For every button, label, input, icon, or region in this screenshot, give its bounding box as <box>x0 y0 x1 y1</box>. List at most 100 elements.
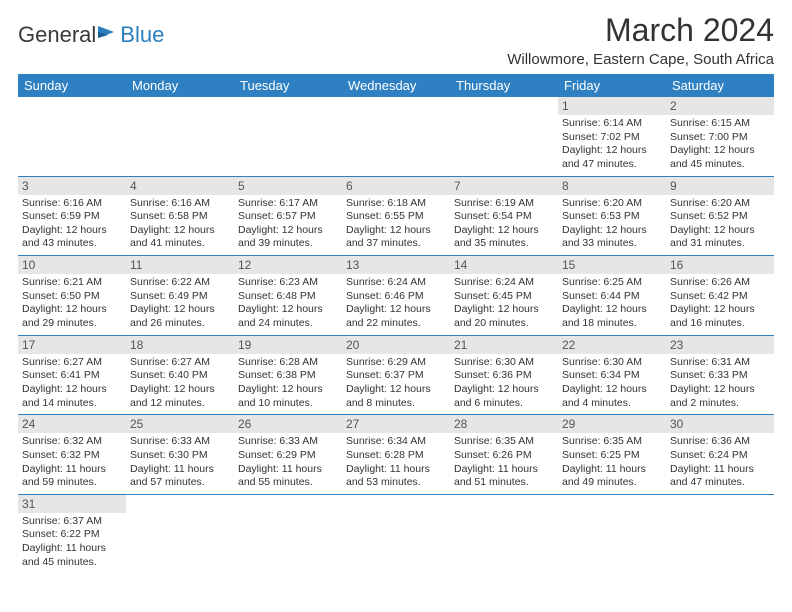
calendar-week: 1Sunrise: 6:14 AMSunset: 7:02 PMDaylight… <box>18 97 774 176</box>
calendar-day: 30Sunrise: 6:36 AMSunset: 6:24 PMDayligh… <box>666 415 774 495</box>
day-header: Thursday <box>450 74 558 97</box>
day-number: 15 <box>558 256 666 274</box>
calendar-day: 10Sunrise: 6:21 AMSunset: 6:50 PMDayligh… <box>18 256 126 336</box>
day-number: 30 <box>666 415 774 433</box>
calendar-week: 31Sunrise: 6:37 AMSunset: 6:22 PMDayligh… <box>18 494 774 573</box>
day-number: 19 <box>234 336 342 354</box>
day-header: Wednesday <box>342 74 450 97</box>
day-header: Sunday <box>18 74 126 97</box>
day-number: 31 <box>18 495 126 513</box>
day-number: 22 <box>558 336 666 354</box>
calendar-day: 29Sunrise: 6:35 AMSunset: 6:25 PMDayligh… <box>558 415 666 495</box>
calendar-day: 4Sunrise: 6:16 AMSunset: 6:58 PMDaylight… <box>126 176 234 256</box>
day-number: 10 <box>18 256 126 274</box>
location: Willowmore, Eastern Cape, South Africa <box>507 51 774 68</box>
calendar-week: 3Sunrise: 6:16 AMSunset: 6:59 PMDaylight… <box>18 176 774 256</box>
day-header-row: SundayMondayTuesdayWednesdayThursdayFrid… <box>18 74 774 97</box>
day-detail: Sunrise: 6:28 AMSunset: 6:38 PMDaylight:… <box>234 354 342 415</box>
day-number: 21 <box>450 336 558 354</box>
logo-text-2: Blue <box>120 22 164 48</box>
day-detail: Sunrise: 6:14 AMSunset: 7:02 PMDaylight:… <box>558 115 666 176</box>
day-detail: Sunrise: 6:25 AMSunset: 6:44 PMDaylight:… <box>558 274 666 335</box>
day-number: 27 <box>342 415 450 433</box>
calendar-day-empty <box>126 97 234 176</box>
day-detail: Sunrise: 6:26 AMSunset: 6:42 PMDaylight:… <box>666 274 774 335</box>
calendar-day-empty <box>342 494 450 573</box>
calendar-day: 5Sunrise: 6:17 AMSunset: 6:57 PMDaylight… <box>234 176 342 256</box>
day-detail: Sunrise: 6:34 AMSunset: 6:28 PMDaylight:… <box>342 433 450 494</box>
calendar-day: 26Sunrise: 6:33 AMSunset: 6:29 PMDayligh… <box>234 415 342 495</box>
day-number: 13 <box>342 256 450 274</box>
calendar-day: 28Sunrise: 6:35 AMSunset: 6:26 PMDayligh… <box>450 415 558 495</box>
day-detail: Sunrise: 6:30 AMSunset: 6:34 PMDaylight:… <box>558 354 666 415</box>
calendar-day-empty <box>342 97 450 176</box>
day-number: 2 <box>666 97 774 115</box>
header: General Blue March 2024 Willowmore, East… <box>18 12 774 68</box>
calendar-day: 16Sunrise: 6:26 AMSunset: 6:42 PMDayligh… <box>666 256 774 336</box>
calendar-day: 2Sunrise: 6:15 AMSunset: 7:00 PMDaylight… <box>666 97 774 176</box>
calendar-day: 22Sunrise: 6:30 AMSunset: 6:34 PMDayligh… <box>558 335 666 415</box>
day-number: 1 <box>558 97 666 115</box>
calendar-day: 25Sunrise: 6:33 AMSunset: 6:30 PMDayligh… <box>126 415 234 495</box>
day-detail: Sunrise: 6:35 AMSunset: 6:26 PMDaylight:… <box>450 433 558 494</box>
day-detail: Sunrise: 6:36 AMSunset: 6:24 PMDaylight:… <box>666 433 774 494</box>
title-block: March 2024 Willowmore, Eastern Cape, Sou… <box>507 12 774 68</box>
calendar-day: 3Sunrise: 6:16 AMSunset: 6:59 PMDaylight… <box>18 176 126 256</box>
calendar-day: 18Sunrise: 6:27 AMSunset: 6:40 PMDayligh… <box>126 335 234 415</box>
calendar-day: 14Sunrise: 6:24 AMSunset: 6:45 PMDayligh… <box>450 256 558 336</box>
day-header: Tuesday <box>234 74 342 97</box>
day-detail: Sunrise: 6:20 AMSunset: 6:52 PMDaylight:… <box>666 195 774 256</box>
day-detail: Sunrise: 6:32 AMSunset: 6:32 PMDaylight:… <box>18 433 126 494</box>
calendar-day: 15Sunrise: 6:25 AMSunset: 6:44 PMDayligh… <box>558 256 666 336</box>
logo: General Blue <box>18 22 164 48</box>
day-number: 11 <box>126 256 234 274</box>
day-number: 17 <box>18 336 126 354</box>
calendar-week: 17Sunrise: 6:27 AMSunset: 6:41 PMDayligh… <box>18 335 774 415</box>
day-detail: Sunrise: 6:23 AMSunset: 6:48 PMDaylight:… <box>234 274 342 335</box>
day-number: 26 <box>234 415 342 433</box>
day-header: Saturday <box>666 74 774 97</box>
calendar-table: SundayMondayTuesdayWednesdayThursdayFrid… <box>18 74 774 573</box>
day-detail: Sunrise: 6:24 AMSunset: 6:45 PMDaylight:… <box>450 274 558 335</box>
calendar-day-empty <box>558 494 666 573</box>
calendar-day-empty <box>126 494 234 573</box>
calendar-day: 23Sunrise: 6:31 AMSunset: 6:33 PMDayligh… <box>666 335 774 415</box>
day-number: 3 <box>18 177 126 195</box>
calendar-day-empty <box>234 494 342 573</box>
calendar-week: 24Sunrise: 6:32 AMSunset: 6:32 PMDayligh… <box>18 415 774 495</box>
calendar-day: 20Sunrise: 6:29 AMSunset: 6:37 PMDayligh… <box>342 335 450 415</box>
day-number: 5 <box>234 177 342 195</box>
day-detail: Sunrise: 6:15 AMSunset: 7:00 PMDaylight:… <box>666 115 774 176</box>
calendar-day: 19Sunrise: 6:28 AMSunset: 6:38 PMDayligh… <box>234 335 342 415</box>
calendar-day: 31Sunrise: 6:37 AMSunset: 6:22 PMDayligh… <box>18 494 126 573</box>
day-detail: Sunrise: 6:16 AMSunset: 6:58 PMDaylight:… <box>126 195 234 256</box>
day-header: Friday <box>558 74 666 97</box>
day-detail: Sunrise: 6:33 AMSunset: 6:30 PMDaylight:… <box>126 433 234 494</box>
calendar-day: 6Sunrise: 6:18 AMSunset: 6:55 PMDaylight… <box>342 176 450 256</box>
day-number: 7 <box>450 177 558 195</box>
calendar-day: 11Sunrise: 6:22 AMSunset: 6:49 PMDayligh… <box>126 256 234 336</box>
calendar-day: 24Sunrise: 6:32 AMSunset: 6:32 PMDayligh… <box>18 415 126 495</box>
day-number: 28 <box>450 415 558 433</box>
calendar-day: 8Sunrise: 6:20 AMSunset: 6:53 PMDaylight… <box>558 176 666 256</box>
day-detail: Sunrise: 6:21 AMSunset: 6:50 PMDaylight:… <box>18 274 126 335</box>
logo-flag-icon <box>98 22 118 48</box>
calendar-day-empty <box>18 97 126 176</box>
day-detail: Sunrise: 6:29 AMSunset: 6:37 PMDaylight:… <box>342 354 450 415</box>
calendar-day: 1Sunrise: 6:14 AMSunset: 7:02 PMDaylight… <box>558 97 666 176</box>
day-detail: Sunrise: 6:19 AMSunset: 6:54 PMDaylight:… <box>450 195 558 256</box>
calendar-day-empty <box>234 97 342 176</box>
calendar-day-empty <box>450 494 558 573</box>
day-detail: Sunrise: 6:20 AMSunset: 6:53 PMDaylight:… <box>558 195 666 256</box>
day-number: 29 <box>558 415 666 433</box>
calendar-week: 10Sunrise: 6:21 AMSunset: 6:50 PMDayligh… <box>18 256 774 336</box>
day-number: 23 <box>666 336 774 354</box>
day-number: 8 <box>558 177 666 195</box>
day-detail: Sunrise: 6:17 AMSunset: 6:57 PMDaylight:… <box>234 195 342 256</box>
calendar-day: 9Sunrise: 6:20 AMSunset: 6:52 PMDaylight… <box>666 176 774 256</box>
day-detail: Sunrise: 6:27 AMSunset: 6:41 PMDaylight:… <box>18 354 126 415</box>
calendar-day: 7Sunrise: 6:19 AMSunset: 6:54 PMDaylight… <box>450 176 558 256</box>
day-detail: Sunrise: 6:31 AMSunset: 6:33 PMDaylight:… <box>666 354 774 415</box>
calendar-day: 13Sunrise: 6:24 AMSunset: 6:46 PMDayligh… <box>342 256 450 336</box>
calendar-day-empty <box>666 494 774 573</box>
